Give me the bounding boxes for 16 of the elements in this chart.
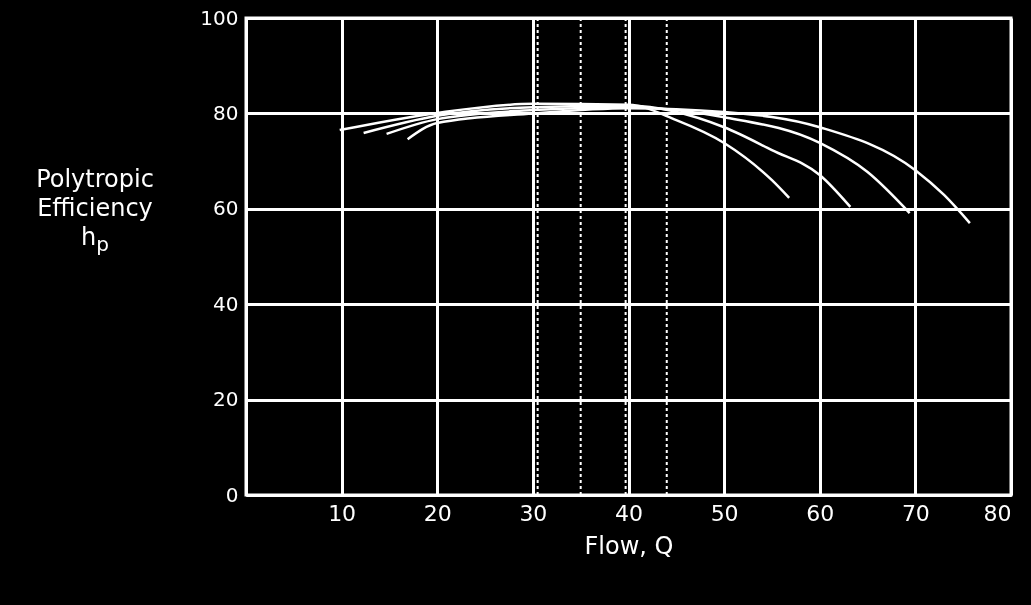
x-tick-label: 10 — [328, 500, 357, 526]
y-axis-title: Polytropic Efficiency h$_{p}$ — [35, 165, 155, 258]
y-tick-label: 60 — [213, 196, 239, 221]
y-tick-label: 100 — [200, 5, 239, 30]
x-tick-label: 60 — [806, 500, 835, 526]
x-axis-title: Flow, Q — [584, 531, 674, 560]
x-tick-label: 70 — [901, 500, 930, 526]
x-tick-label: 80 — [983, 500, 1012, 526]
y-tick-label: 40 — [213, 291, 239, 316]
x-tick-label: 20 — [423, 500, 452, 526]
x-tick-label: 50 — [710, 500, 739, 526]
x-tick-label: 30 — [519, 500, 548, 526]
x-tick-label: 40 — [615, 500, 643, 526]
y-tick-label: 80 — [213, 100, 239, 125]
y-tick-label: 20 — [213, 387, 239, 412]
y-tick-label: 0 — [225, 482, 239, 507]
